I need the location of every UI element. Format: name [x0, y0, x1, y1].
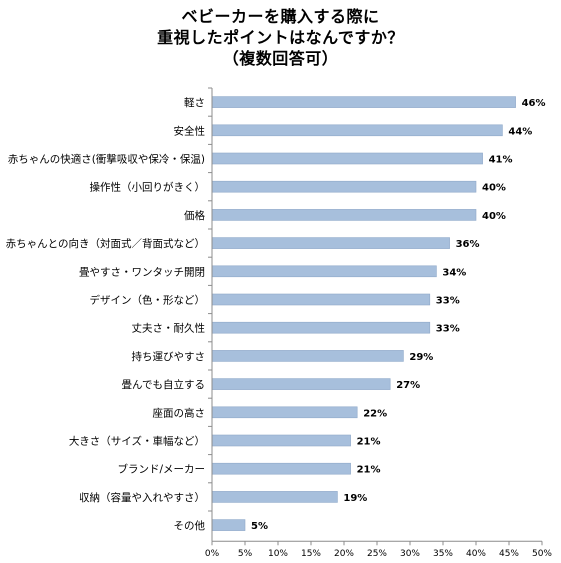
- value-label: 44%: [508, 126, 532, 137]
- x-tick-label: 15%: [301, 549, 321, 559]
- x-tick-label: 10%: [268, 549, 288, 559]
- x-tick-label: 20%: [334, 549, 354, 559]
- category-label: 丈夫さ・耐久性: [132, 322, 206, 335]
- bar: [211, 152, 483, 165]
- category-label: 赤ちゃんの快適さ(衝撃吸収や保冷・保温): [8, 153, 205, 166]
- value-label: 46%: [522, 98, 546, 109]
- bar: [211, 321, 431, 334]
- x-tick-label: 45%: [499, 549, 519, 559]
- chart-title-line-1: ベビーカーを購入する際に: [181, 7, 380, 26]
- category-label: 持ち運びやすさ: [132, 350, 206, 363]
- x-tick-label: 0%: [205, 549, 220, 559]
- value-label: 19%: [343, 493, 367, 504]
- bar: [211, 406, 358, 419]
- chart-title-line-3: （複数回答可）: [222, 49, 339, 68]
- x-tick-label: 35%: [433, 549, 453, 559]
- bar: [211, 434, 351, 447]
- value-label: 41%: [489, 155, 513, 166]
- chart-title-line-2: 重視したポイントはなんですか？: [157, 28, 404, 47]
- bar: [211, 350, 404, 362]
- value-label: 21%: [357, 465, 381, 476]
- x-tick-label: 30%: [400, 549, 420, 559]
- value-label: 40%: [482, 211, 506, 222]
- category-label: その他: [174, 519, 206, 532]
- bar: [211, 124, 503, 137]
- bar: [211, 180, 477, 193]
- x-tick-label: 25%: [367, 549, 387, 559]
- category-label: ブランド/メーカー: [117, 463, 205, 476]
- bar: [211, 293, 431, 306]
- bar: [211, 378, 391, 390]
- value-label: 27%: [396, 380, 420, 391]
- x-tick-label: 40%: [466, 549, 486, 559]
- value-label: 34%: [442, 267, 466, 278]
- category-label: 安全性: [174, 124, 206, 137]
- category-label: 収納（容量や入れやすさ）: [79, 491, 205, 504]
- bar: [211, 209, 477, 221]
- category-label: 赤ちゃんとの向き（対面式／背面式など）: [6, 237, 205, 250]
- value-label: 29%: [409, 352, 433, 363]
- category-label: 座面の高さ: [153, 406, 206, 419]
- bar: [211, 462, 351, 475]
- bar: [211, 265, 437, 278]
- category-label: 大きさ（サイズ・車幅など）: [69, 435, 205, 448]
- value-label: 21%: [357, 437, 381, 448]
- category-label: 畳んでも自立する: [122, 378, 205, 391]
- bar: [211, 519, 246, 531]
- value-label: 36%: [456, 239, 480, 250]
- value-label: 33%: [436, 324, 460, 335]
- category-label: 軽さ: [184, 97, 205, 109]
- value-label: 22%: [363, 408, 387, 419]
- category-label: 操作性（小回りがきく）: [90, 181, 206, 194]
- value-label: 33%: [436, 296, 460, 307]
- category-label: 価格: [184, 209, 205, 222]
- category-label: 畳やすさ・ワンタッチ開閉: [79, 266, 205, 278]
- category-label: デザイン（色・形など）: [90, 294, 206, 307]
- x-tick-label: 50%: [532, 549, 552, 559]
- bar: [211, 96, 516, 108]
- x-tick-label: 5%: [238, 549, 253, 559]
- value-label: 40%: [482, 183, 506, 194]
- chart-title: ベビーカーを購入する際に 重視したポイントはなんですか？ （複数回答可）: [0, 6, 561, 69]
- bar: [211, 491, 338, 503]
- value-label: 5%: [251, 521, 268, 532]
- bar: [211, 237, 450, 249]
